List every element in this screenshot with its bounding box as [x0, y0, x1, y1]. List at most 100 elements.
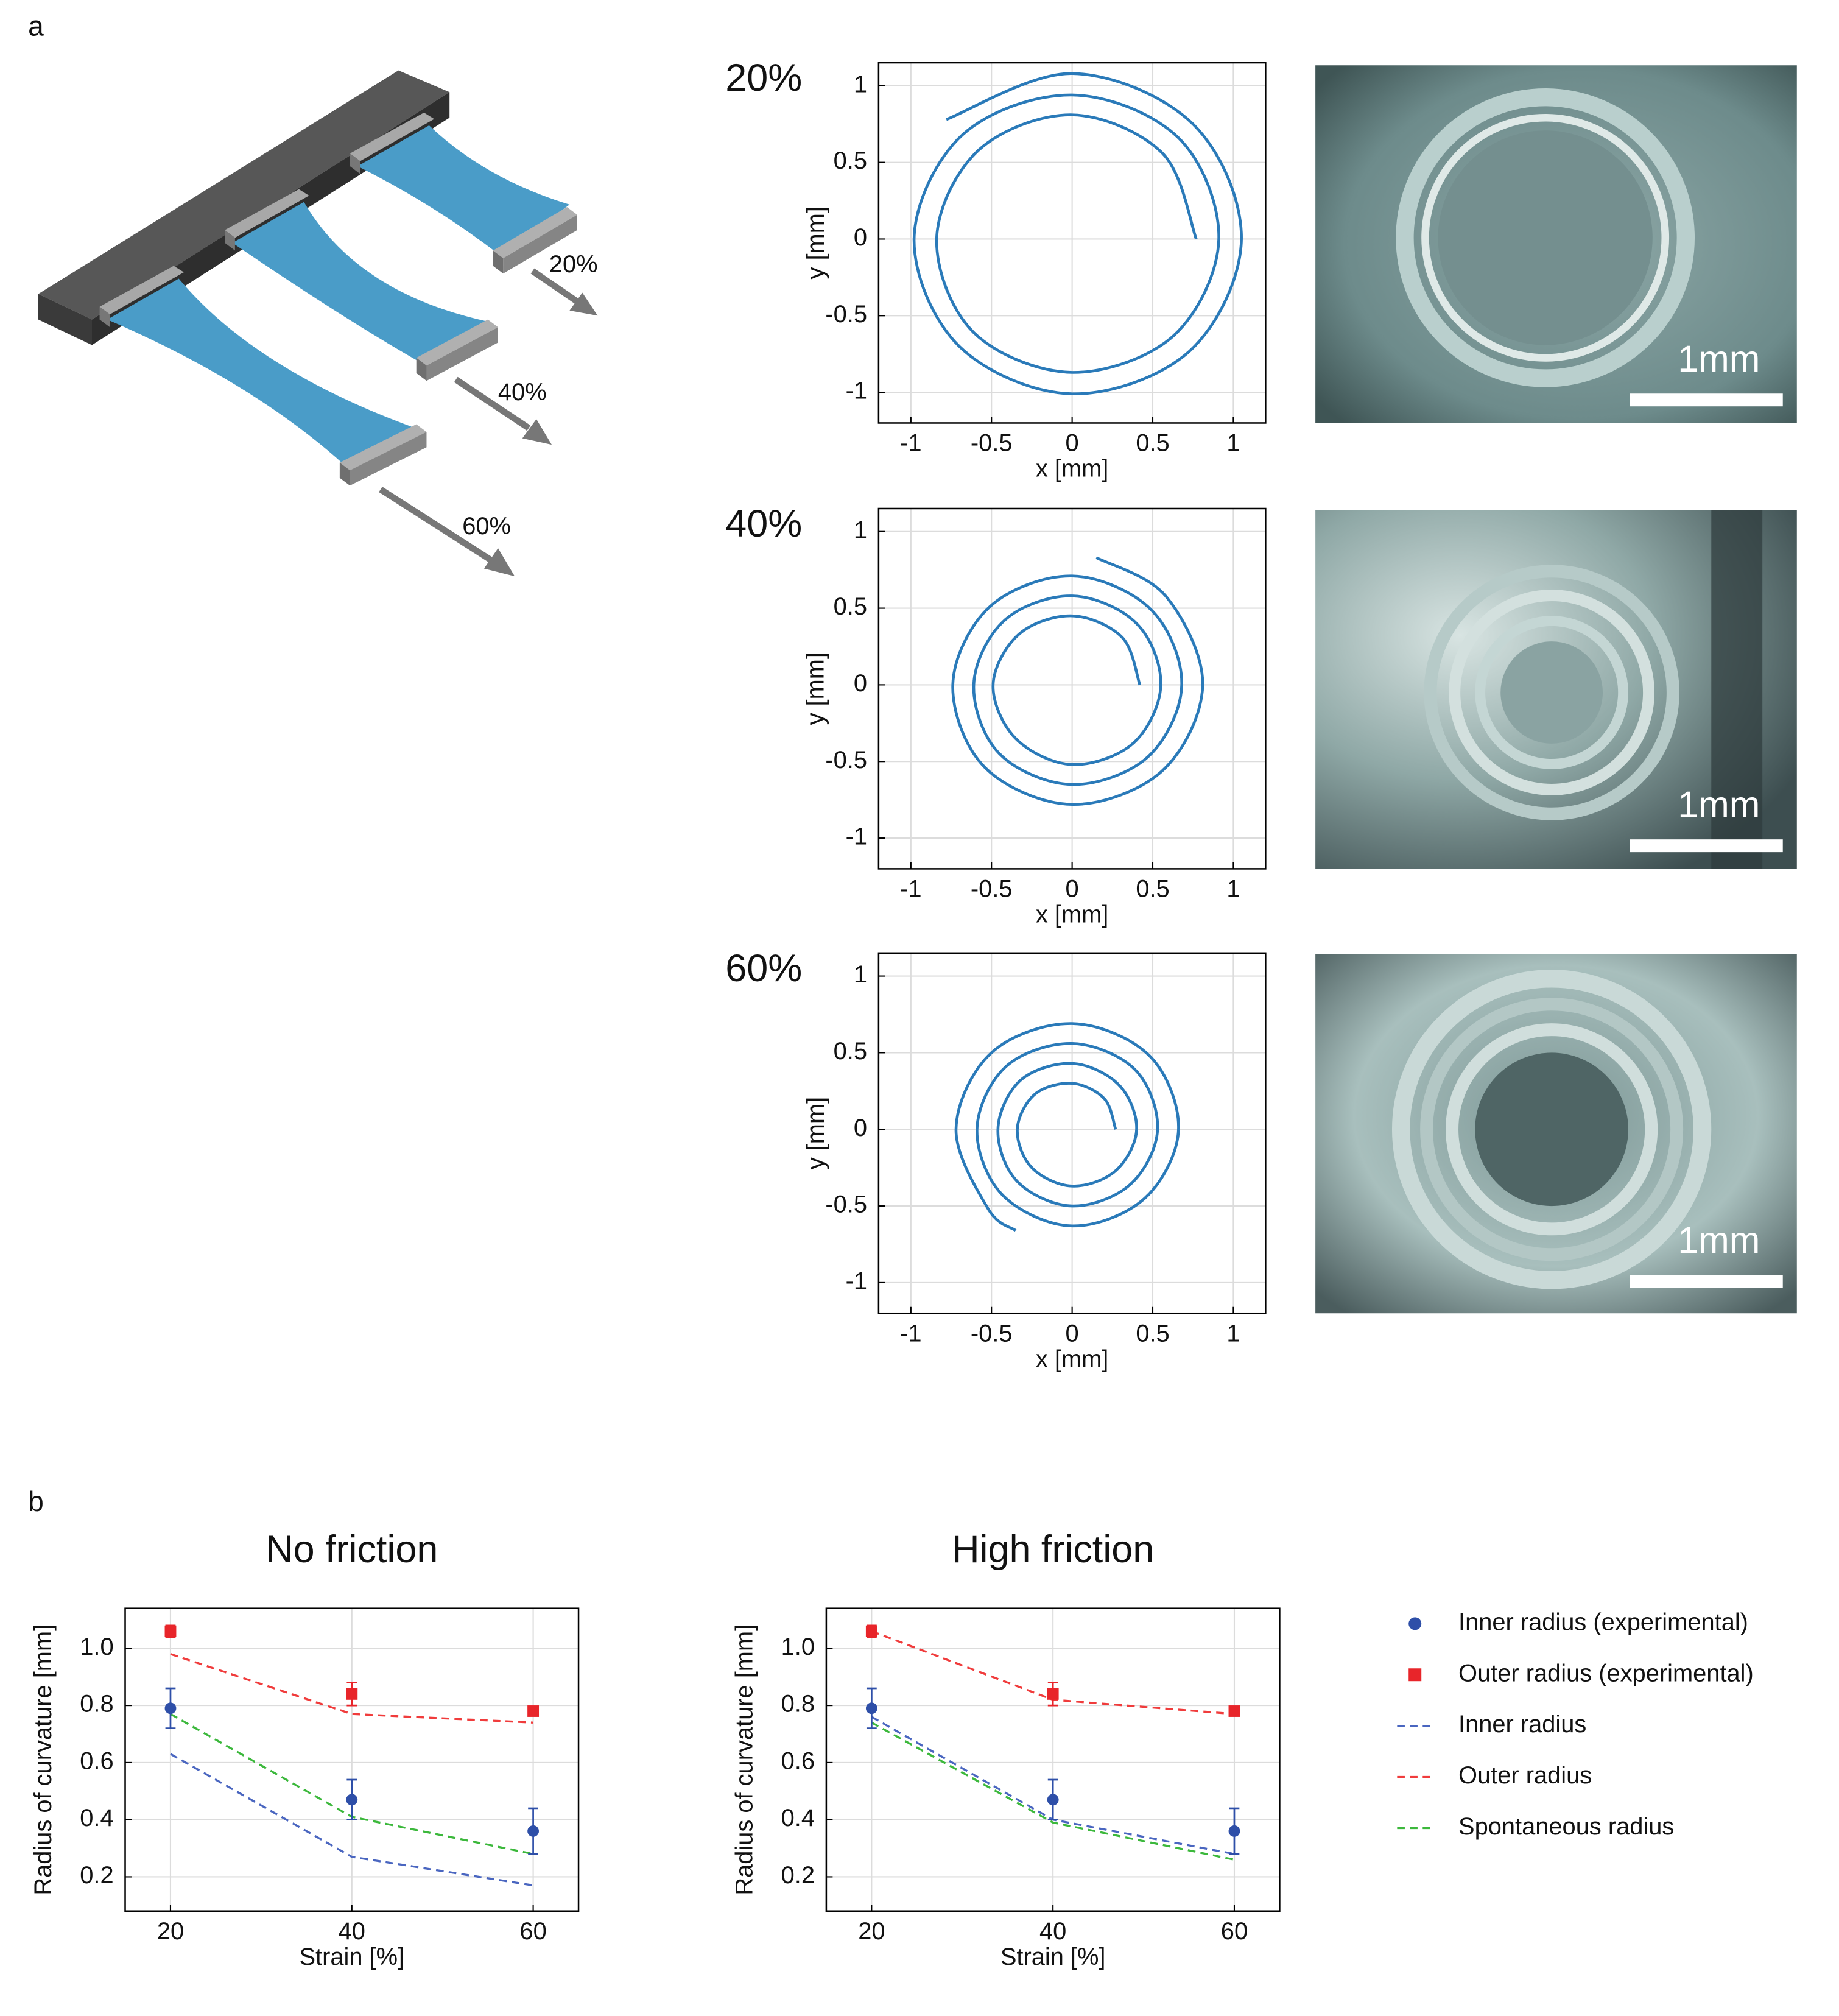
axis-frame	[877, 62, 1267, 424]
marker	[865, 1702, 877, 1715]
x-axis-label: x [mm]	[1036, 1345, 1108, 1372]
stretch-label: 20%	[549, 251, 598, 278]
marker	[164, 1625, 177, 1637]
y-tick-label: 0.8	[781, 1691, 815, 1718]
x-tick-label: 20	[157, 1918, 184, 1945]
micrograph: 1mm	[1315, 510, 1797, 869]
marker	[527, 1705, 540, 1717]
y-axis-label: Radius of curvature [mm]	[30, 1624, 57, 1895]
y-axis-label: y [mm]	[803, 1097, 829, 1169]
y-tick-label: 0	[854, 224, 867, 251]
y-tick-label: 0	[854, 670, 867, 697]
x-tick-label: -1	[900, 876, 921, 903]
y-tick-label: 0.5	[834, 147, 867, 174]
x-tick-label: 1	[1226, 1320, 1240, 1347]
x-tick-label: -0.5	[971, 430, 1013, 457]
legend-label: Outer radius	[1458, 1762, 1592, 1789]
axis-frame	[877, 507, 1267, 870]
rig-diagram	[38, 70, 598, 577]
y-tick-label: -1	[846, 823, 867, 850]
legend-label: Inner radius (experimental)	[1458, 1609, 1748, 1635]
y-tick-label: 0.2	[781, 1862, 815, 1889]
x-tick-label: -1	[900, 1320, 921, 1347]
x-tick-label: -0.5	[971, 1320, 1013, 1347]
x-tick-label: 0.5	[1136, 1320, 1169, 1347]
y-tick-label: 0.8	[80, 1691, 113, 1718]
x-tick-label: 20	[858, 1918, 885, 1945]
y-tick-label: -0.5	[825, 747, 867, 774]
y-tick-label: 0.6	[80, 1747, 113, 1774]
y-tick-label: 1	[854, 71, 867, 97]
marker	[1228, 1825, 1240, 1837]
y-tick-label: 0.6	[781, 1747, 815, 1774]
marker	[527, 1825, 540, 1837]
y-tick-label: 0.4	[80, 1805, 113, 1831]
marker	[346, 1688, 358, 1700]
y-tick-label: 0	[854, 1115, 867, 1141]
y-tick-label: 0.4	[781, 1805, 815, 1831]
y-tick-label: 1	[854, 961, 867, 988]
y-axis-label: Radius of curvature [mm]	[731, 1624, 758, 1895]
x-axis-label: x [mm]	[1036, 456, 1108, 482]
y-axis-label: y [mm]	[803, 206, 829, 279]
micrograph: 1mm	[1315, 65, 1797, 423]
x-tick-label: 0.5	[1136, 430, 1169, 457]
micrograph: 1mm	[1315, 954, 1797, 1314]
panel-label: b	[28, 1486, 44, 1517]
spiral-line	[912, 72, 1243, 395]
legend-label: Spontaneous radius	[1458, 1813, 1674, 1840]
x-tick-label: 40	[339, 1918, 365, 1945]
marker	[1047, 1794, 1059, 1806]
y-tick-label: -0.5	[825, 301, 867, 328]
axis-frame	[877, 952, 1267, 1314]
legend-label: Inner radius	[1458, 1711, 1586, 1738]
scale-bar-label: 1mm	[1678, 784, 1760, 825]
x-tick-label: -1	[900, 430, 921, 457]
x-tick-label: 1	[1226, 430, 1240, 457]
y-tick-label: 1.0	[80, 1634, 113, 1660]
chart-title: 40%	[725, 502, 802, 545]
x-tick-label: 60	[519, 1918, 546, 1945]
x-tick-label: 60	[1221, 1918, 1248, 1945]
x-tick-label: 40	[1039, 1918, 1066, 1945]
chart-title: No friction	[265, 1528, 438, 1571]
x-tick-label: -0.5	[971, 876, 1013, 903]
chart-title: 60%	[725, 947, 802, 990]
chart-title: High friction	[952, 1528, 1154, 1571]
marker	[1047, 1688, 1059, 1700]
legend-marker	[1408, 1668, 1422, 1682]
legend-label: Outer radius (experimental)	[1458, 1660, 1754, 1686]
legend-marker	[1408, 1617, 1422, 1630]
marker	[1228, 1705, 1240, 1717]
x-axis-label: Strain [%]	[299, 1944, 404, 1970]
y-tick-label: -0.5	[825, 1191, 867, 1218]
panel-label: a	[28, 10, 44, 42]
dashed-line	[871, 1721, 1235, 1861]
x-tick-label: 0	[1066, 876, 1079, 903]
spiral-line	[951, 556, 1204, 806]
y-tick-label: -1	[846, 1267, 867, 1294]
y-tick-label: 0.5	[834, 593, 867, 620]
y-tick-label: 0.5	[834, 1038, 867, 1065]
marker	[865, 1625, 877, 1637]
scale-bar-label: 1mm	[1678, 338, 1760, 379]
x-tick-label: 0	[1066, 430, 1079, 457]
y-tick-label: 1.0	[781, 1634, 815, 1660]
x-tick-label: 1	[1226, 876, 1240, 903]
x-axis-label: Strain [%]	[1000, 1944, 1106, 1970]
chart-title: 20%	[725, 57, 802, 99]
y-tick-label: 0.2	[80, 1862, 113, 1889]
y-tick-label: -1	[846, 378, 867, 404]
dashed-line	[170, 1753, 533, 1887]
y-tick-label: 1	[854, 516, 867, 543]
stretch-label: 60%	[462, 513, 511, 540]
marker	[346, 1794, 358, 1806]
x-tick-label: 0	[1066, 1320, 1079, 1347]
x-tick-label: 0.5	[1136, 876, 1169, 903]
axis-frame	[825, 1607, 1281, 1912]
x-axis-label: x [mm]	[1036, 901, 1108, 928]
spiral-line	[954, 1022, 1180, 1232]
marker	[164, 1702, 177, 1715]
stretch-label: 40%	[498, 379, 547, 406]
